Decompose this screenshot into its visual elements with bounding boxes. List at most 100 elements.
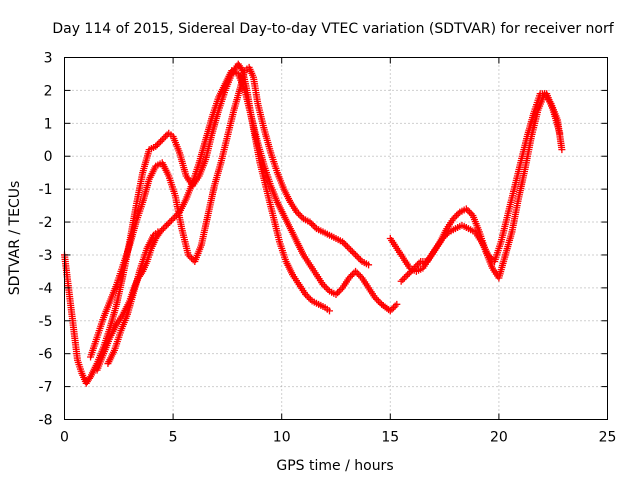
data-point (337, 286, 345, 294)
data-point (188, 254, 196, 262)
data-points (61, 60, 566, 387)
data-point (558, 146, 566, 154)
data-point (159, 225, 167, 233)
data-point (157, 137, 165, 145)
data-point (348, 271, 356, 279)
data-point (85, 374, 93, 382)
y-tick-label: 0 (44, 149, 53, 165)
data-point (388, 305, 396, 313)
data-point (353, 269, 361, 277)
data-point (451, 213, 459, 221)
data-point (306, 295, 314, 303)
data-point (453, 211, 461, 219)
data-point (340, 239, 348, 247)
grid (64, 57, 608, 420)
data-point (347, 246, 355, 254)
data-point (172, 211, 180, 219)
data-point (400, 274, 408, 282)
data-point (169, 215, 177, 223)
data-point (462, 205, 470, 213)
data-point (409, 266, 417, 274)
ticks (64, 57, 608, 420)
data-point (374, 297, 382, 305)
data-point (164, 220, 172, 228)
y-tick-label: -8 (39, 413, 53, 429)
data-point (155, 139, 163, 147)
data-point (343, 243, 351, 251)
y-tick-label: 3 (44, 51, 53, 67)
data-point (334, 289, 342, 297)
data-point (158, 136, 166, 144)
data-point (391, 302, 399, 310)
data-point (355, 271, 363, 279)
data-point (413, 261, 421, 269)
y-tick-label: -6 (39, 347, 53, 363)
series-track-6 (104, 228, 162, 368)
data-point (321, 282, 329, 290)
data-point (345, 244, 353, 252)
data-point (309, 221, 317, 229)
data-point (352, 267, 360, 275)
x-tick-label: 0 (60, 430, 69, 446)
data-point (308, 220, 316, 228)
data-point (325, 307, 333, 315)
x-tick-labels: 0 5 10 15 20 25 (60, 430, 616, 446)
y-axis-label: SDTVAR / TECUs (7, 181, 23, 296)
chart-title: Day 114 of 2015, Sidereal Day-to-day VTE… (52, 21, 614, 37)
data-point (404, 271, 412, 279)
y-tick-label: -4 (39, 281, 53, 297)
data-point (350, 249, 358, 257)
data-point (449, 215, 457, 223)
x-tick-label: 20 (490, 430, 508, 446)
data-point (158, 226, 166, 234)
plot-frame (64, 57, 608, 420)
data-point (412, 262, 420, 270)
data-point (410, 264, 418, 272)
data-point (163, 221, 171, 229)
data-point (464, 207, 472, 215)
data-point (332, 290, 340, 298)
data-point (373, 295, 381, 303)
y-tick-label: 1 (44, 116, 53, 132)
data-point (296, 211, 304, 219)
series-track-1 (61, 60, 333, 387)
data-point (160, 134, 168, 142)
data-point (161, 132, 169, 140)
data-point (171, 213, 179, 221)
data-point (466, 208, 474, 216)
data-point (402, 272, 410, 280)
data-point (352, 251, 360, 259)
data-point (322, 284, 330, 292)
data-point (303, 292, 311, 300)
data-point (311, 223, 319, 231)
data-point (415, 259, 423, 267)
data-point (405, 269, 413, 277)
data-point (365, 261, 373, 269)
data-point (306, 218, 314, 226)
series-track-5 (397, 90, 566, 285)
data-point (161, 223, 169, 231)
y-tick-label: -5 (39, 314, 53, 330)
series-track-3 (93, 67, 401, 374)
data-point (324, 286, 332, 294)
data-point (399, 276, 407, 284)
data-point (305, 294, 313, 302)
data-point (174, 210, 182, 218)
data-point (167, 216, 175, 224)
y-tick-label: -7 (39, 380, 53, 396)
data-point (407, 267, 415, 275)
data-point (335, 287, 343, 295)
data-point (339, 238, 347, 246)
y-tick-label: -3 (39, 248, 53, 264)
data-point (319, 281, 327, 289)
data-point (342, 241, 350, 249)
data-point (302, 290, 310, 298)
data-point (356, 256, 364, 264)
data-point (293, 208, 301, 216)
x-tick-label: 15 (381, 430, 399, 446)
data-point (184, 251, 192, 259)
data-point (347, 272, 355, 280)
data-point (393, 300, 401, 308)
data-point (353, 253, 361, 261)
